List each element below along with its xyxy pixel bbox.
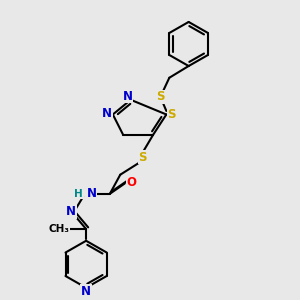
Text: S: S xyxy=(167,108,176,121)
Text: N: N xyxy=(123,90,133,103)
Text: H: H xyxy=(74,189,83,199)
Text: N: N xyxy=(81,285,91,298)
Text: N: N xyxy=(66,205,76,218)
Text: CH₃: CH₃ xyxy=(49,224,70,234)
Text: S: S xyxy=(138,151,147,164)
Text: O: O xyxy=(126,176,136,188)
Text: N: N xyxy=(102,107,112,120)
Text: S: S xyxy=(156,90,165,103)
Text: N: N xyxy=(87,187,97,200)
